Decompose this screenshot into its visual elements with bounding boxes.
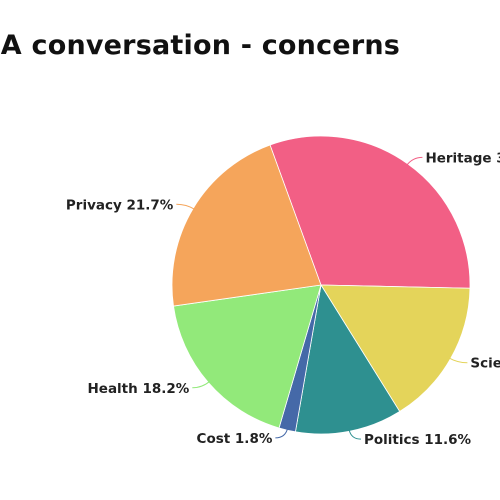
slice-labels: Heritage 30.9% Science 15.8% Politics 11.6… — [66, 150, 500, 448]
slice-label-privacy: Privacy 21.7% — [66, 197, 174, 213]
slice-label-health: Health 18.2% — [87, 381, 189, 397]
leader-line-science — [448, 357, 468, 364]
slice-label-politics: Politics 11.6% — [364, 432, 472, 448]
slice-label-science: Science 15.8% — [470, 356, 500, 372]
pie-slices — [171, 135, 471, 435]
leader-line-politics — [348, 429, 361, 440]
chart-title: NA conversation - concerns — [0, 30, 401, 61]
leader-line-health — [192, 380, 211, 389]
slice-label-heritage: Heritage 30.9% — [425, 150, 500, 166]
leader-line-privacy — [176, 203, 196, 210]
leader-lines — [176, 156, 468, 440]
leader-line-cost — [275, 428, 289, 439]
slice-label-cost: Cost 1.8% — [197, 431, 273, 447]
leader-line-heritage — [406, 156, 423, 166]
